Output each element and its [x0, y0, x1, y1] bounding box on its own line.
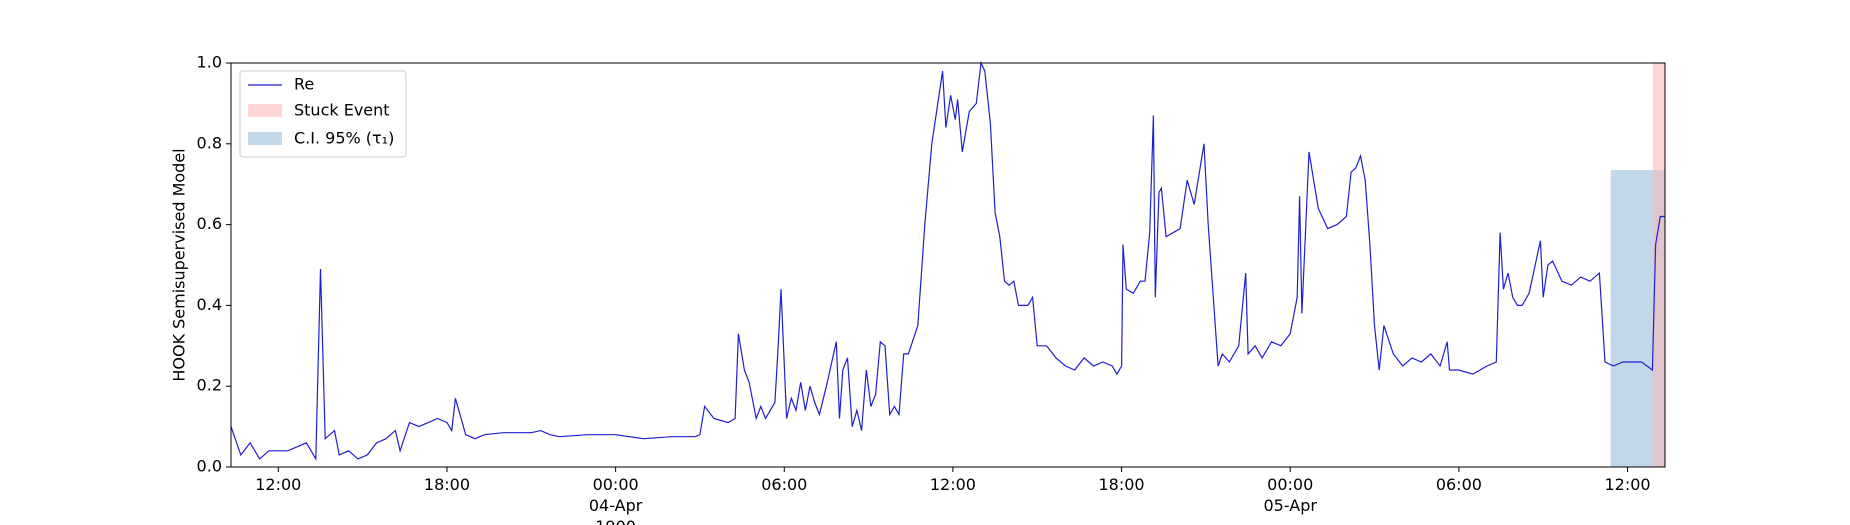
legend-label: Re	[294, 75, 314, 94]
axes-frame	[230, 62, 1666, 468]
y-tick-label: 1.0	[197, 53, 222, 72]
y-axis-label: HOOK Semisupervised Model	[170, 148, 189, 381]
y-tick-label: 0.6	[197, 214, 222, 233]
x-tick-label: 00:00 05-Apr	[1263, 475, 1317, 515]
x-tick-label: 18:00	[1099, 475, 1145, 494]
x-tick-label: 12:00	[255, 475, 301, 494]
legend-label: C.I. 95% (τ₁)	[294, 129, 394, 148]
legend-label: Stuck Event	[294, 101, 390, 120]
x-tick-label: 12:00	[930, 475, 976, 494]
legend-swatch	[248, 132, 282, 145]
x-tick-label: 18:00	[424, 475, 470, 494]
x-tick-label: 12:00	[1604, 475, 1650, 494]
y-tick-label: 0.4	[197, 295, 222, 314]
y-tick-label: 0.8	[197, 133, 222, 152]
legend-swatch	[248, 104, 282, 117]
y-tick-label: 0.0	[197, 457, 222, 476]
span	[1652, 63, 1665, 467]
x-tick-label: 06:00	[1436, 475, 1482, 494]
line	[230, 60, 1665, 462]
y-tick-label: 0.2	[197, 376, 222, 395]
x-tick-label: 06:00	[761, 475, 807, 494]
